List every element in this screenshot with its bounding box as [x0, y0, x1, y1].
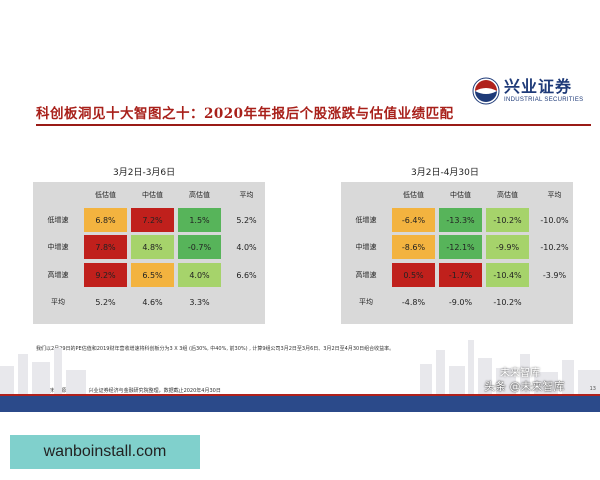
table-cell: 6.6% — [236, 270, 257, 280]
table-cell: -10.2% — [493, 297, 522, 307]
row-header: 高增速 — [47, 271, 69, 279]
column-header: 低估值 — [403, 191, 424, 199]
table-cell: 4.6% — [142, 297, 163, 307]
site-link[interactable]: wanboinstall.com — [10, 435, 200, 469]
table-cell: 7.2% — [130, 207, 175, 233]
table-grid: 低估值 中估值 高估值 平均 低增速 中增速 高增速 平均 -6.4% -13.3% -10.2% -… — [341, 182, 573, 324]
table-cell: -9.0% — [448, 297, 473, 307]
logo-name-en: INDUSTRIAL SECURITIES — [504, 97, 584, 103]
column-header: 平均 — [547, 191, 562, 199]
logo-mark-icon — [472, 77, 500, 105]
brand-logo: 兴业证券 INDUSTRIAL SECURITIES — [472, 74, 583, 108]
row-header: 低增速 — [355, 216, 377, 224]
table-cell: 7.8% — [83, 234, 128, 260]
return-table-long-period: 3月2日-4月30日 低估值 中估值 高估值 平均 低增速 中增速 高增速 平均 -6.4% -13… — [341, 162, 573, 324]
table-grid: 低估值 中估值 高估值 平均 低增速 中增速 高增速 平均 6.8% 7.2% 1.5% 5.2% 7.… — [33, 182, 265, 324]
city-skyline-graphic — [0, 340, 600, 396]
table-cell: -4.8% — [401, 297, 426, 307]
column-header: 中估值 — [142, 191, 163, 199]
source-footnote: 本页资料来源：Wind，兴业证券经济与金融研究院整理，数据截止2020年4月30… — [36, 388, 221, 394]
row-header: 中增速 — [355, 243, 377, 251]
table-title: 3月2日-4月30日 — [411, 168, 479, 178]
column-header: 高估值 — [189, 191, 210, 199]
table-cell: 5.2% — [95, 297, 116, 307]
table-cell: -1.7% — [438, 262, 483, 288]
table-cell: -10.4% — [485, 262, 530, 288]
return-table-short-period: 3月2日-3月6日 低估值 中估值 高估值 平均 低增速 中增速 高增速 平均 6.8% 7.2% 1… — [33, 162, 265, 324]
row-header: 中增速 — [47, 243, 69, 251]
table-cell — [224, 289, 269, 315]
table-cell: 9.2% — [83, 262, 128, 288]
table-cell: -10.2% — [485, 207, 530, 233]
row-header: 低增速 — [47, 216, 69, 224]
table-cell: 4.0% — [236, 242, 257, 252]
row-header: 平均 — [359, 298, 373, 306]
footer-accent-line — [0, 394, 600, 396]
column-header: 高估值 — [497, 191, 518, 199]
title-divider — [36, 124, 591, 126]
slide-title: 科创板洞见十大智图之十：2020年年报后个股涨跌与估值业绩匹配 — [36, 106, 454, 122]
table-cell: -8.6% — [391, 234, 436, 260]
column-header: 中估值 — [450, 191, 471, 199]
watermark-top: 未来智库 — [500, 368, 540, 379]
table-cell: 6.5% — [130, 262, 175, 288]
table-cell: 1.5% — [177, 207, 222, 233]
row-header: 平均 — [51, 298, 65, 306]
method-footnote: 我们以2月29日的PE估值和2019财年营收增速将科创板分为3 X 3组 (后3… — [36, 346, 395, 352]
table-title: 3月2日-3月6日 — [113, 168, 176, 178]
table-cell: 4.0% — [177, 262, 222, 288]
column-header: 低估值 — [95, 191, 116, 199]
row-header: 高增速 — [355, 271, 377, 279]
table-cell: -12.1% — [438, 234, 483, 260]
site-link-label: wanboinstall.com — [43, 443, 167, 460]
table-cell: 0.5% — [391, 262, 436, 288]
table-cell: -10.2% — [540, 242, 569, 252]
table-cell: -13.3% — [438, 207, 483, 233]
page-number: 13 — [589, 386, 596, 392]
column-header: 平均 — [239, 191, 254, 199]
table-cell: -9.9% — [485, 234, 530, 260]
logo-name: 兴业证券 — [504, 77, 573, 96]
table-cell: 5.2% — [236, 215, 257, 225]
table-cell: -3.9% — [542, 270, 567, 280]
slide: 兴业证券 INDUSTRIAL SECURITIES 科创板洞见十大智图之十：2… — [0, 62, 600, 412]
table-cell: -6.4% — [391, 207, 436, 233]
table-cell: 6.8% — [83, 207, 128, 233]
watermark: 头条 @未来智库 — [484, 380, 565, 393]
footer-band — [0, 396, 600, 412]
table-cell: -10.0% — [540, 215, 569, 225]
table-cell: 4.8% — [130, 234, 175, 260]
table-cell: 3.3% — [189, 297, 210, 307]
table-cell — [532, 289, 577, 315]
table-cell: -0.7% — [177, 234, 222, 260]
